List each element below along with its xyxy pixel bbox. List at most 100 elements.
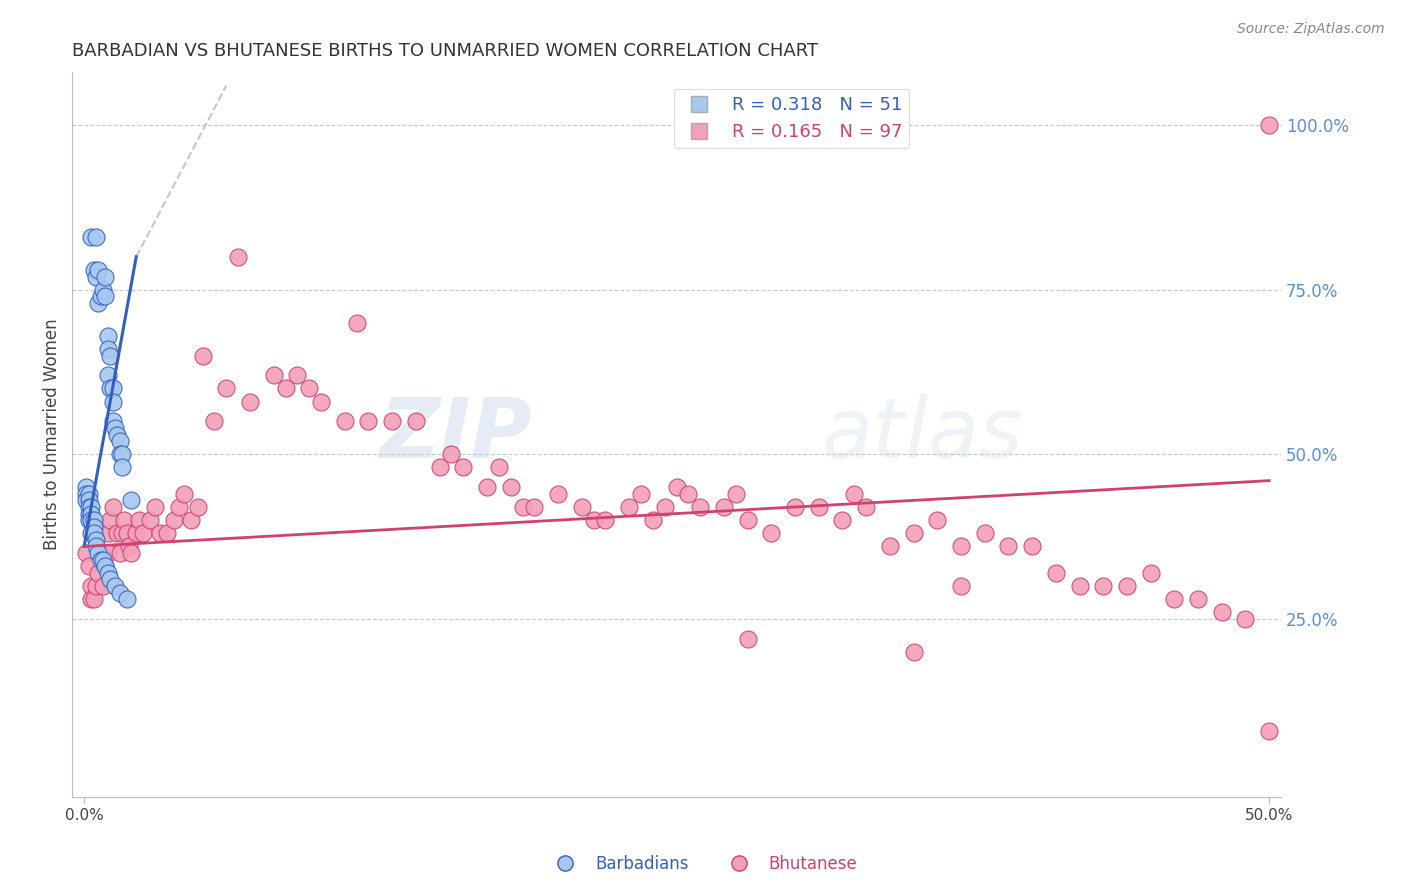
Point	[80, 500, 103, 514]
Point	[97, 328, 120, 343]
Point	[215, 381, 238, 395]
Point	[997, 540, 1019, 554]
Point	[512, 500, 534, 514]
Point	[90, 552, 112, 566]
Point	[950, 540, 973, 554]
Point	[112, 513, 135, 527]
Point	[75, 480, 97, 494]
Point	[453, 460, 475, 475]
Point	[844, 487, 866, 501]
Point	[90, 546, 112, 560]
Point	[204, 414, 226, 428]
Point	[101, 381, 124, 395]
Point	[104, 579, 127, 593]
Point	[77, 559, 100, 574]
Point	[84, 230, 107, 244]
Point	[429, 460, 451, 475]
Text: atlas: atlas	[821, 394, 1024, 475]
Point	[678, 487, 700, 501]
Point	[108, 546, 131, 560]
Point	[1163, 592, 1185, 607]
Point	[83, 520, 105, 534]
Point	[1045, 566, 1067, 580]
Point	[879, 540, 901, 554]
Point	[75, 487, 97, 501]
Point	[98, 381, 121, 395]
Point	[101, 394, 124, 409]
Point	[475, 480, 498, 494]
Point	[807, 500, 830, 514]
Point	[125, 526, 148, 541]
Point	[761, 526, 783, 541]
Point	[1258, 118, 1281, 132]
Point	[595, 513, 617, 527]
Point	[83, 592, 105, 607]
Point	[1069, 579, 1091, 593]
Point	[83, 526, 105, 541]
Point	[167, 500, 190, 514]
Point	[287, 368, 309, 383]
Point	[163, 513, 186, 527]
Point	[111, 460, 134, 475]
Point	[156, 526, 179, 541]
Point	[357, 414, 380, 428]
Point	[973, 526, 995, 541]
Point	[132, 526, 155, 541]
Point	[77, 493, 100, 508]
Point	[191, 349, 214, 363]
Point	[75, 493, 97, 508]
Point	[950, 579, 973, 593]
Point	[98, 513, 121, 527]
Point	[582, 513, 605, 527]
Point	[121, 493, 143, 508]
Point	[98, 573, 121, 587]
Point	[97, 368, 120, 383]
Point	[84, 533, 107, 547]
Point	[927, 513, 949, 527]
Legend: Barbadians, Bhutanese: Barbadians, Bhutanese	[541, 848, 865, 880]
Point	[101, 414, 124, 428]
Point	[713, 500, 735, 514]
Point	[855, 500, 877, 514]
Point	[128, 513, 150, 527]
Point	[77, 507, 100, 521]
Point	[108, 434, 131, 449]
Point	[724, 487, 747, 501]
Point	[785, 500, 807, 514]
Point	[149, 526, 172, 541]
Point	[87, 296, 110, 310]
Point	[87, 546, 110, 560]
Point	[139, 513, 162, 527]
Point	[84, 579, 107, 593]
Point	[523, 500, 546, 514]
Point	[91, 283, 114, 297]
Point	[94, 559, 117, 574]
Point	[1187, 592, 1209, 607]
Point	[105, 526, 128, 541]
Text: BARBADIAN VS BHUTANESE BIRTHS TO UNMARRIED WOMEN CORRELATION CHART: BARBADIAN VS BHUTANESE BIRTHS TO UNMARRI…	[72, 42, 818, 60]
Point	[1258, 723, 1281, 738]
Text: ZIP: ZIP	[380, 394, 531, 475]
Point	[83, 513, 105, 527]
Point	[91, 552, 114, 566]
Point	[94, 559, 117, 574]
Point	[346, 316, 368, 330]
Point	[1139, 566, 1161, 580]
Point	[87, 566, 110, 580]
Point	[83, 263, 105, 277]
Point	[405, 414, 427, 428]
Point	[440, 447, 463, 461]
Point	[831, 513, 853, 527]
Point	[115, 526, 138, 541]
Point	[121, 546, 143, 560]
Point	[298, 381, 321, 395]
Point	[105, 427, 128, 442]
Point	[118, 540, 141, 554]
Point	[108, 447, 131, 461]
Point	[80, 592, 103, 607]
Point	[180, 513, 202, 527]
Point	[84, 540, 107, 554]
Point	[111, 526, 134, 541]
Point	[97, 546, 120, 560]
Point	[75, 546, 97, 560]
